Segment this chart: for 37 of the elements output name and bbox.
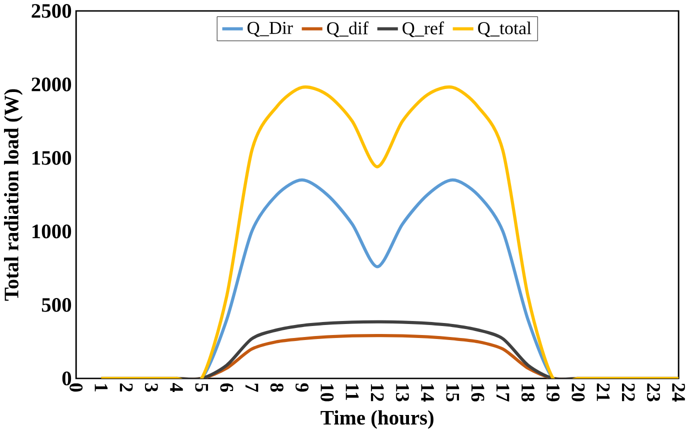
y-tick-label: 1000: [32, 224, 72, 238]
x-tick-label: 13: [396, 384, 409, 402]
x-tick-label: 15: [446, 384, 460, 402]
x-tick-label: 3: [144, 383, 158, 392]
x-tick-label: 8: [270, 383, 284, 392]
x-tick-label: 21: [596, 384, 610, 402]
x-tick-label: 14: [421, 384, 434, 402]
x-tick-label: 0: [70, 384, 83, 392]
x-tick-label: 2: [120, 384, 133, 392]
x-tick-label: 24: [672, 384, 685, 402]
x-tick-label: 23: [647, 384, 660, 402]
x-tick-label: 18: [521, 384, 534, 402]
x-tick-label: 4: [170, 383, 183, 392]
legend-label: Q_Dir: [248, 22, 293, 37]
x-tick-label: 7: [246, 384, 258, 392]
x-tick-label: 20: [572, 384, 585, 402]
x-tick-label: 12: [370, 384, 384, 402]
y-tick-label: 500: [42, 298, 72, 312]
x-tick-label: 10: [320, 384, 334, 402]
y-tick-label: 1500: [32, 151, 72, 165]
x-tick-label: 1: [94, 384, 108, 392]
x-tick-label: 22: [622, 384, 635, 402]
x-tick-label: 5: [195, 384, 208, 392]
x-tick-label: 9: [296, 383, 309, 392]
x-tick-label: 6: [220, 383, 234, 392]
legend-label: Q_dif: [327, 22, 369, 38]
y-tick-label: 2000: [32, 78, 72, 92]
x-tick-label: 19: [546, 384, 560, 402]
y-axis-title: Total radiation load (W): [4, 89, 23, 301]
legend-label: Q_total: [478, 22, 532, 38]
x-tick-label: 11: [346, 384, 359, 400]
legend-label: Q_ref: [402, 22, 444, 38]
x-axis-title: Time (hours): [320, 410, 434, 429]
x-tick-label: 17: [496, 384, 510, 402]
y-tick-label: 2500: [32, 4, 72, 18]
x-tick-label: 16: [471, 384, 484, 402]
line-series: [100, 86, 679, 379]
